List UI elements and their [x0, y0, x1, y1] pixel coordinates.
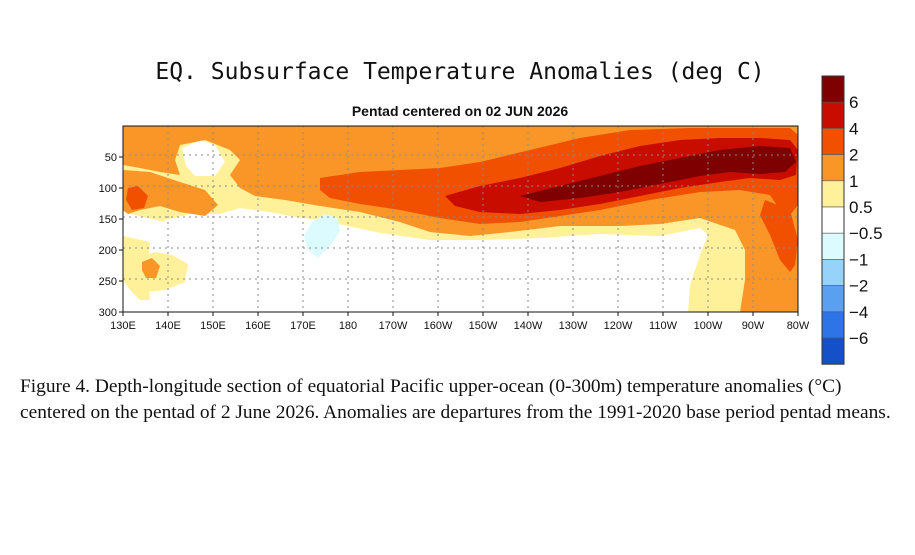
contour-fill-neg-0-5 [304, 214, 340, 258]
x-tick-label: 110W [649, 320, 678, 332]
x-tick-label: 130E [110, 320, 136, 332]
x-tick-label: 130W [559, 320, 588, 332]
colorbar-swatch [821, 75, 845, 103]
contour-fill-4-lower [760, 200, 798, 272]
colorbar-swatch [821, 285, 845, 313]
colorbar-label: −0.5 [849, 224, 883, 243]
contour-fill-lower-left-2 [142, 258, 160, 278]
y-tick-label: 150 [99, 214, 117, 226]
figure-caption: Figure 4. Depth-longitude section of equ… [20, 376, 891, 423]
chart-title: EQ. Subsurface Temperature Anomalies (de… [155, 59, 764, 85]
x-axis: 130E 140E 150E 160E 170E 180 170W 160W 150W 140W 1… [110, 312, 810, 332]
y-tick-label: 300 [99, 307, 117, 319]
colorbar-label: 6 [849, 93, 858, 112]
colorbar-swatch [821, 206, 845, 234]
x-tick-label: 140E [155, 320, 181, 332]
contour-fill-white-band [123, 212, 170, 242]
contour-fill-white-upper [182, 140, 225, 176]
x-tick-label: 180 [339, 320, 357, 332]
x-tick-label: 150E [200, 320, 226, 332]
colorbar-swatch [821, 154, 845, 182]
x-tick-label: 160W [424, 320, 453, 332]
colorbar-label: 4 [849, 119, 858, 138]
colorbar-swatch [821, 180, 845, 208]
y-tick-label: 250 [99, 276, 117, 288]
colorbar-swatch [821, 101, 845, 129]
contour-fill-4-left [126, 186, 148, 210]
y-axis: 50 100 150 200 250 300 [99, 152, 123, 319]
colorbar-swatch [821, 259, 845, 286]
colorbar-swatch [821, 337, 845, 365]
colorbar-label: −6 [849, 329, 868, 348]
x-tick-label: 140W [514, 320, 543, 332]
contour-fill-2-left [123, 170, 218, 216]
contour-fill-6-core [520, 146, 796, 202]
x-tick-label: 80W [787, 320, 810, 332]
colorbar-label: 2 [849, 146, 858, 165]
x-tick-label: 160E [245, 320, 271, 332]
colorbar-frame [821, 75, 845, 365]
colorbar-label: −2 [849, 277, 868, 296]
colorbar-swatch [821, 311, 845, 339]
colorbar-label: −4 [849, 303, 868, 322]
colorbar-swatch [821, 128, 845, 155]
grid-lines [123, 126, 798, 312]
x-tick-label: 170E [290, 320, 316, 332]
x-tick-label: 120W [604, 320, 633, 332]
x-tick-label: 150W [469, 320, 498, 332]
colorbar-label: 1 [849, 172, 858, 191]
plot-area [122, 125, 799, 313]
colorbar-swatch [821, 232, 845, 260]
y-tick-label: 100 [99, 183, 117, 195]
x-tick-label: 100W [694, 320, 723, 332]
chart-subtitle: Pentad centered on 02 JUN 2026 [352, 103, 569, 119]
y-tick-label: 50 [105, 152, 117, 164]
x-tick-label: 90W [742, 320, 765, 332]
colorbar: 6 4 2 1 0.5 −0.5 −1 −2 −4 −6 [821, 75, 883, 365]
y-tick-label: 200 [99, 245, 117, 257]
colorbar-label: −1 [849, 250, 868, 269]
anomaly-contours [123, 126, 798, 312]
x-tick-label: 170W [379, 320, 408, 332]
colorbar-label: 0.5 [849, 198, 873, 217]
